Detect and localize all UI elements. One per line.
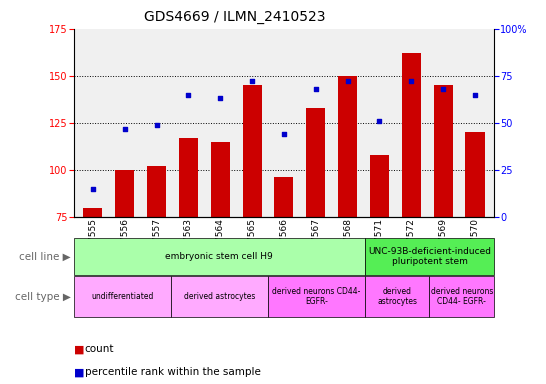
Bar [465, 132, 484, 217]
Text: derived neurons
CD44- EGFR-: derived neurons CD44- EGFR- [431, 287, 493, 306]
Bar [434, 85, 453, 217]
Text: ■: ■ [74, 367, 84, 377]
Bar [306, 108, 325, 217]
Bar [275, 177, 294, 217]
Text: count: count [85, 344, 114, 354]
Point [184, 91, 193, 98]
Point [248, 78, 257, 84]
Bar [242, 85, 262, 217]
Point [471, 91, 479, 98]
Text: derived astrocytes: derived astrocytes [183, 292, 255, 301]
Bar [179, 138, 198, 217]
Point [439, 86, 448, 92]
Text: ■: ■ [74, 344, 84, 354]
Text: percentile rank within the sample: percentile rank within the sample [85, 367, 260, 377]
Text: undifferentiated: undifferentiated [91, 292, 153, 301]
Text: derived
astrocytes: derived astrocytes [377, 287, 417, 306]
Point [343, 78, 352, 84]
Text: UNC-93B-deficient-induced
pluripotent stem: UNC-93B-deficient-induced pluripotent st… [368, 247, 491, 266]
Bar [84, 208, 103, 217]
Point [88, 186, 97, 192]
Bar [370, 155, 389, 217]
Text: cell type ▶: cell type ▶ [15, 291, 71, 302]
Text: GDS4669 / ILMN_2410523: GDS4669 / ILMN_2410523 [144, 10, 325, 23]
Bar [338, 76, 357, 217]
Text: cell line ▶: cell line ▶ [19, 251, 71, 262]
Point [152, 122, 161, 128]
Point [120, 126, 129, 132]
Bar [402, 53, 421, 217]
Point [375, 118, 384, 124]
Bar [115, 170, 134, 217]
Text: derived neurons CD44-
EGFR-: derived neurons CD44- EGFR- [272, 287, 360, 306]
Text: embryonic stem cell H9: embryonic stem cell H9 [165, 252, 273, 261]
Bar [211, 142, 230, 217]
Point [216, 95, 224, 101]
Point [280, 131, 288, 137]
Point [311, 86, 320, 92]
Point [407, 78, 416, 84]
Bar [147, 166, 166, 217]
